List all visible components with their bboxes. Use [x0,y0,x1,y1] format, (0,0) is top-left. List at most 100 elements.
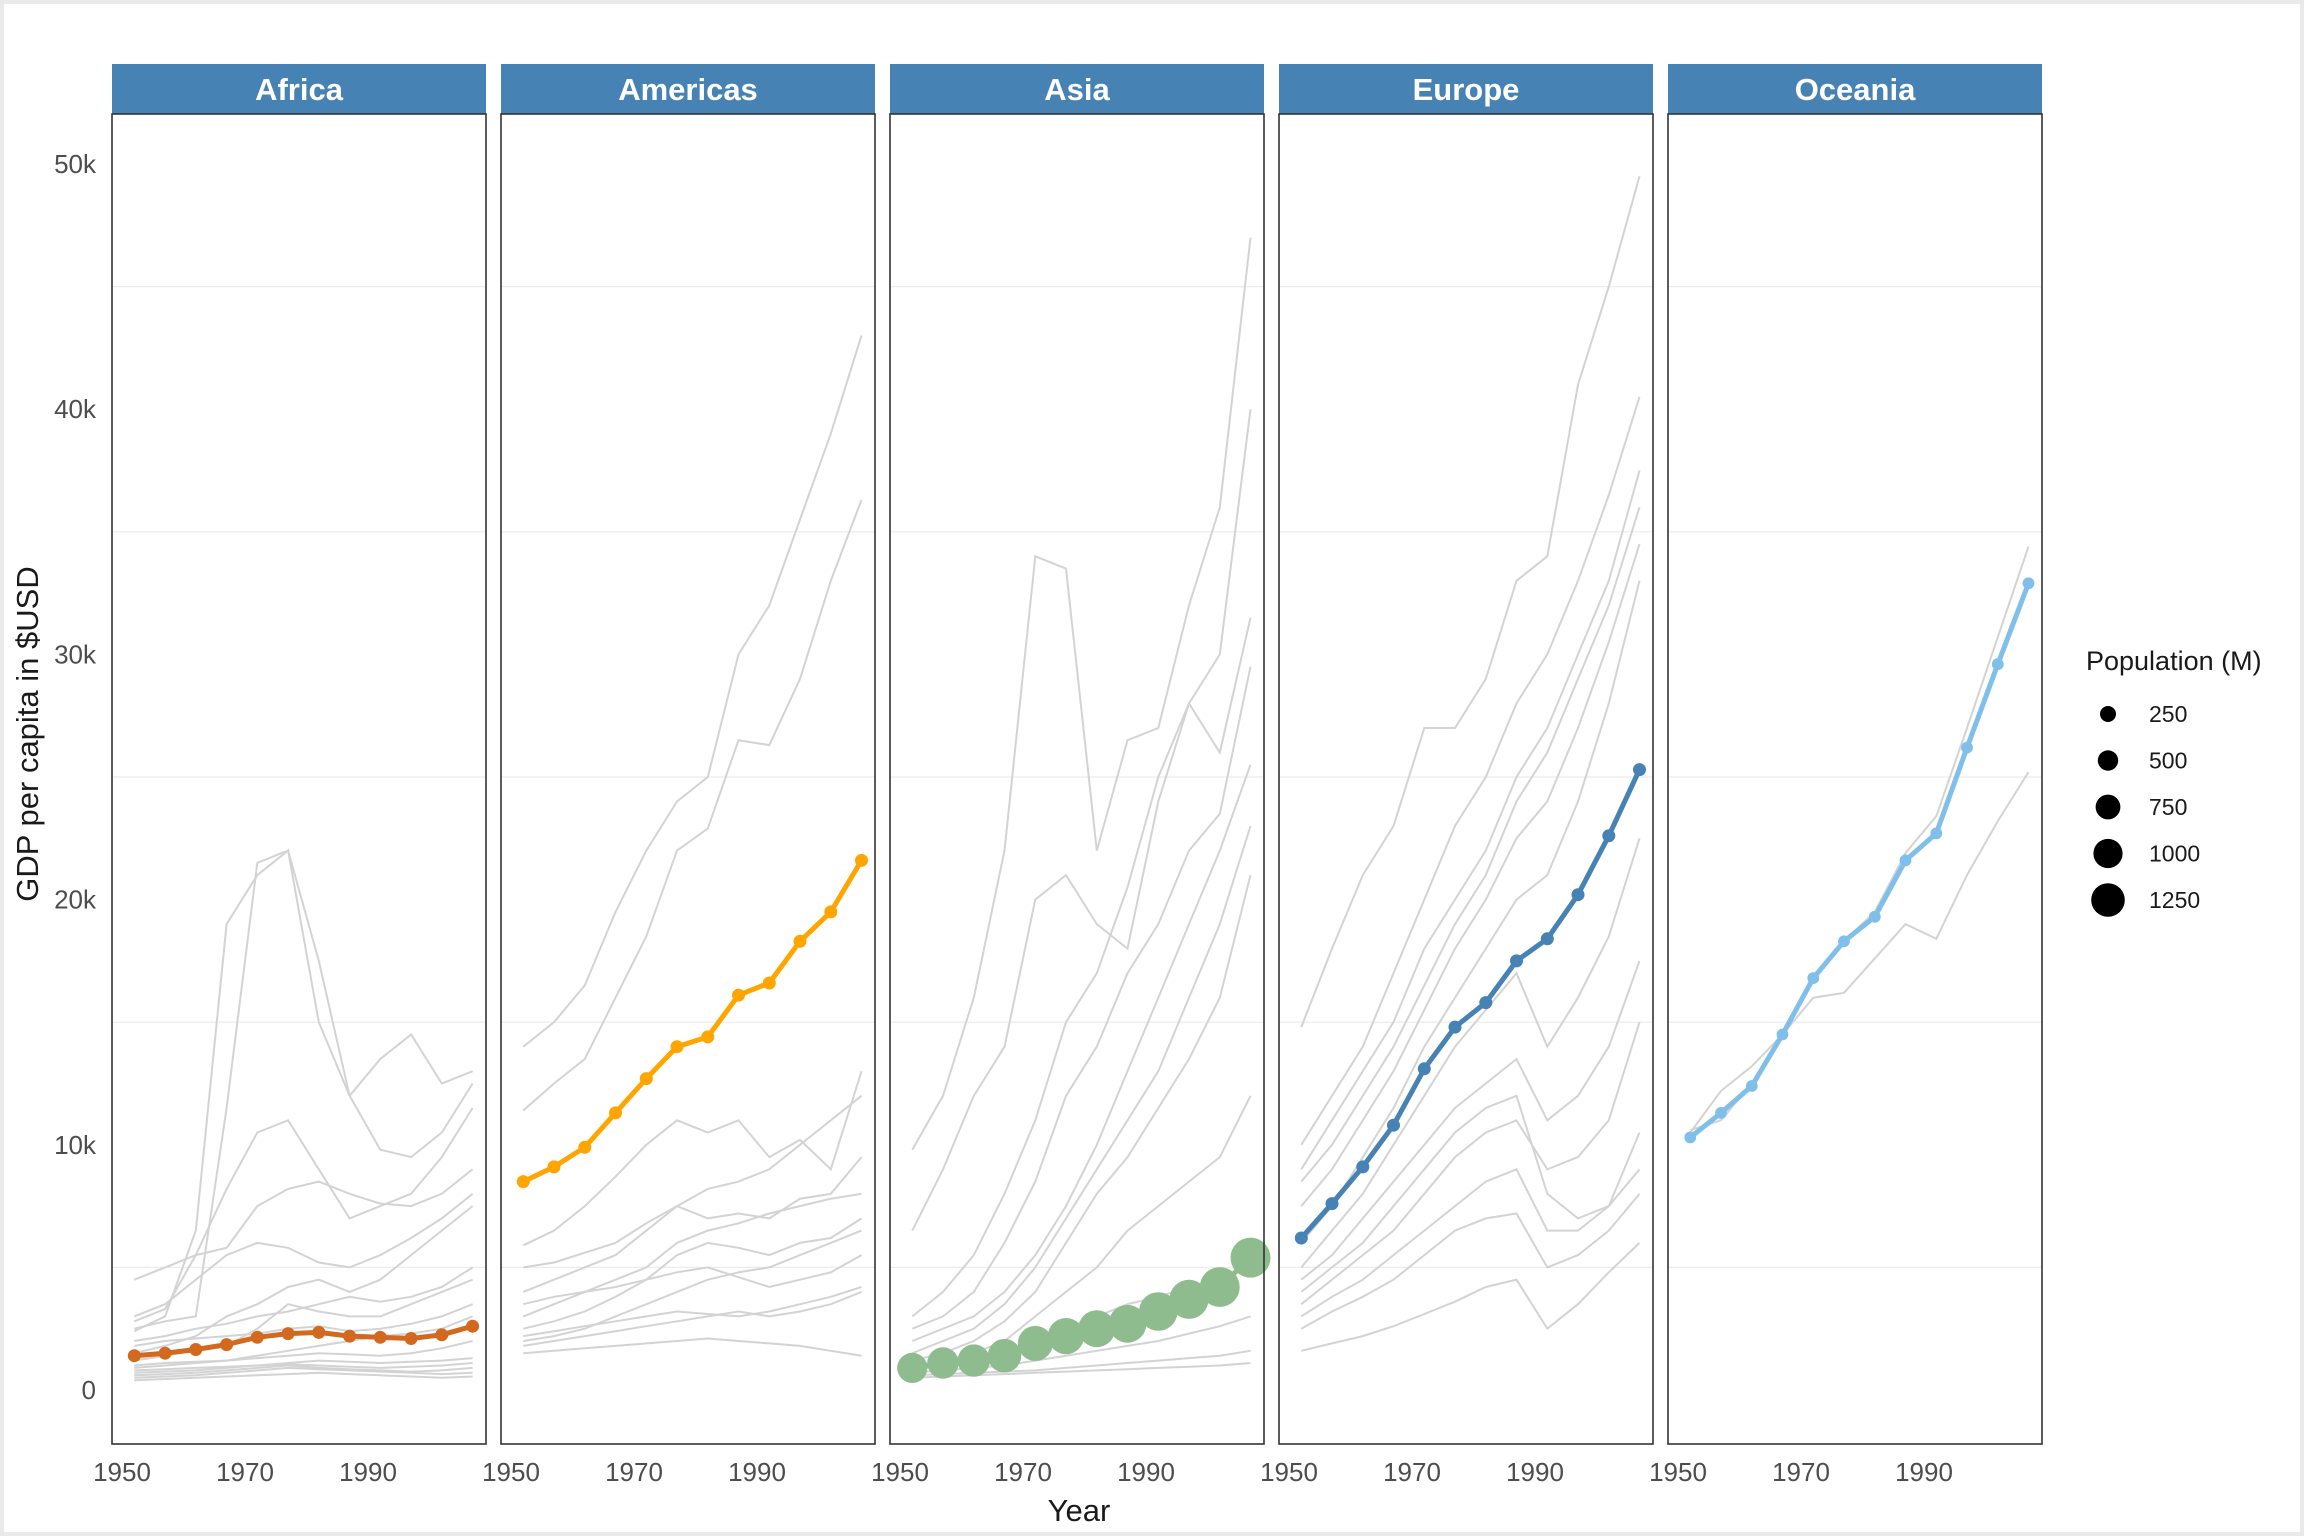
highlight-point [609,1106,622,1120]
chart-frame: 0 10k 20k 30k 40k 50k Africa 1950 1970 1990 Ameri… [4,4,2300,1532]
facet-europe: Europe 1950 1970 1990 [1260,64,1654,1487]
highlight-point [220,1338,234,1352]
highlight-point [701,1030,715,1044]
x-tick-label: 1950 [482,1457,540,1487]
y-tick-label: 0 [82,1375,96,1405]
x-tick-label: 1990 [1117,1457,1175,1487]
highlight-point [1230,1237,1271,1278]
highlight-point [1540,932,1554,946]
highlight-point [1169,1279,1209,1319]
country-line [134,849,474,1330]
country-line [522,1156,863,1293]
highlight-point [404,1332,418,1345]
country-line [134,1371,473,1382]
highlight-point [1930,827,1943,840]
y-tick-label: 30k [54,639,97,669]
facet-africa: Africa 1950 1970 1990 [93,64,487,1487]
x-tick-label: 1950 [871,1457,929,1487]
highlight-point [1108,1304,1147,1343]
highlight-point [1899,854,1912,867]
y-tick-label: 10k [54,1130,97,1160]
highlight-point [1510,954,1523,968]
panel-border [111,113,487,1445]
highlight-point [762,976,776,990]
country-line [134,1362,473,1372]
country-line [911,409,1252,1232]
country-line [133,848,473,1333]
highlight-point [987,1338,1022,1373]
country-line [1300,1094,1641,1293]
country-line [134,1340,473,1367]
highlight-point [1745,1080,1758,1092]
country-line [523,1095,863,1269]
highlight-point [1047,1318,1085,1355]
y-tick-label: 50k [54,149,97,179]
highlight-point [1838,935,1850,948]
highlight-point [1325,1197,1339,1211]
country-line [911,237,1252,1151]
highlight-line [522,859,864,1184]
facet-strip-label: Africa [255,72,344,107]
facet-americas: Americas 1950 1970 1990 [482,64,876,1487]
facet-oceania: Oceania 1950 1970 1990 [1649,64,2043,1487]
highlight-point [1417,1062,1431,1076]
facet-strip [890,64,1264,114]
highlight-point [1571,888,1585,902]
legend-label: 750 [2149,794,2187,820]
highlight-point [1356,1160,1370,1174]
legend-label: 250 [2149,701,2187,727]
legend-key-point [2091,883,2125,917]
highlight-point [1199,1267,1240,1307]
x-tick-label: 1970 [605,1457,663,1487]
highlight-point [855,853,868,867]
y-tick-label: 20k [54,885,97,915]
country-line [523,1217,863,1330]
facet-strip-label: Americas [618,72,758,107]
x-tick-label: 1990 [339,1457,397,1487]
highlight-point [670,1040,684,1054]
highlight-point [1868,910,1881,923]
highlight-point [1139,1292,1178,1331]
legend-key-point [2097,750,2119,771]
x-tick-label: 1990 [1506,1457,1564,1487]
country-line [133,1168,474,1281]
country-line [1300,1193,1641,1330]
country-line [911,617,1252,1318]
highlight-point [1807,972,1820,984]
highlight-point [2022,577,2035,590]
highlight-point [466,1319,480,1333]
size-legend: Population (M) 250 500 750 1000 1250 [2086,646,2262,917]
highlight-point [1991,658,2004,671]
highlight-point [824,905,838,919]
country-line [134,1266,474,1342]
facet-strip [1668,64,2042,114]
legend-title: Population (M) [2086,646,2262,676]
y-axis: 0 10k 20k 30k 40k 50k [54,149,97,1405]
highlight-point [1448,1020,1462,1034]
panel-border [500,113,876,1445]
highlight-point [1387,1118,1400,1132]
country-line [522,499,863,1112]
country-line [523,1229,862,1342]
highlight-point [250,1330,264,1344]
country-line [523,1286,862,1338]
facet-strip [501,64,875,114]
facet-strip [112,64,486,114]
x-tick-label: 1950 [1649,1457,1707,1487]
x-tick-label: 1970 [1772,1457,1830,1487]
highlight-point [793,934,807,948]
country-line [523,1254,862,1306]
panel-border [1667,113,2043,1445]
legend-key-point [2095,794,2121,820]
highlight-point [639,1072,653,1086]
country-line [1301,1242,1641,1352]
highlight-point [732,988,745,1002]
country-line [1689,546,2030,1132]
country-line [1300,543,1641,1207]
country-line [134,1303,473,1347]
country-line [1300,1132,1641,1318]
country-line [523,1337,862,1357]
country-line [1300,396,1641,1146]
country-line [522,335,863,1048]
